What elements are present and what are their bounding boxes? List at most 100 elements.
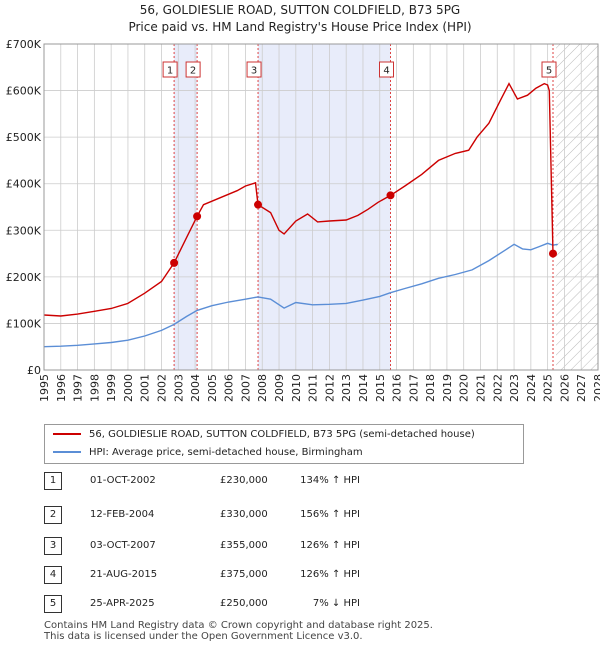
x-tick-label: 2008 <box>256 374 269 402</box>
sale-label-box <box>246 61 262 78</box>
x-tick-label: 2004 <box>189 374 202 402</box>
x-tick-label: 2009 <box>273 374 286 402</box>
legend-item-hpi: HPI: Average price, semi-detached house,… <box>53 444 363 462</box>
sale-point <box>386 191 395 200</box>
sale-price: £230,000 <box>220 475 268 486</box>
y-tick-label: £400K <box>6 178 42 191</box>
y-tick-label: £200K <box>6 271 42 284</box>
sale-price: £375,000 <box>220 569 268 580</box>
y-tick-label: £0 <box>27 364 41 377</box>
sale-hpi-change: 7% ↓ HPI <box>312 598 360 609</box>
footer-licence: This data is licensed under the Open Gov… <box>44 631 363 642</box>
chart-title: 56, GOLDIESLIE ROAD, SUTTON COLDFIELD, B… <box>0 2 600 36</box>
sale-number-badge: 1 <box>44 472 62 490</box>
sale-date: 03-OCT-2007 <box>90 540 156 551</box>
sale-label: 1 <box>167 66 173 77</box>
table-row: 5 25-APR-2025 £250,000 7% ↓ HPI <box>44 595 564 613</box>
table-row: 3 03-OCT-2007 £355,000 126% ↑ HPI <box>44 537 564 555</box>
sale-number-badge: 2 <box>44 506 62 524</box>
y-tick-label: £600K <box>6 85 42 98</box>
x-tick-label: 2003 <box>172 374 185 402</box>
sale-number-badge: 4 <box>44 566 62 584</box>
shaded-band <box>258 44 391 370</box>
plot-frame <box>43 43 599 371</box>
x-tick-label: 1995 <box>38 374 51 402</box>
x-tick-label: 2017 <box>407 374 420 402</box>
sale-number-badge: 3 <box>44 537 62 555</box>
hpi-line <box>44 242 558 348</box>
sale-label-box <box>379 61 395 78</box>
legend-label-hpi: HPI: Average price, semi-detached house,… <box>89 447 363 458</box>
x-tick-label: 2024 <box>525 374 538 402</box>
x-tick-label: 2028 <box>592 374 600 402</box>
sale-hpi-change: 134% ↑ HPI <box>300 475 360 486</box>
footer: Contains HM Land Registry data © Crown c… <box>44 620 433 642</box>
x-tick-label: 1997 <box>72 374 85 402</box>
x-tick-label: 2019 <box>441 374 454 402</box>
y-tick-label: £300K <box>6 224 42 237</box>
sale-label: 4 <box>383 66 389 77</box>
sale-point <box>193 212 202 221</box>
x-tick-label: 2010 <box>290 374 303 402</box>
sale-label: 3 <box>251 66 257 77</box>
sale-price: £355,000 <box>220 540 268 551</box>
footer-copyright: Contains HM Land Registry data © Crown c… <box>44 620 433 631</box>
y-tick-label: £100K <box>6 317 42 330</box>
x-tick-label: 2002 <box>156 374 169 402</box>
x-tick-label: 2006 <box>223 374 236 402</box>
legend-swatch-property <box>53 433 81 435</box>
sale-date: 21-AUG-2015 <box>90 569 158 580</box>
x-tick-label: 1998 <box>88 374 101 402</box>
y-tick-label: £500K <box>6 131 42 144</box>
x-tick-label: 1996 <box>55 374 68 402</box>
legend-swatch-hpi <box>53 451 81 453</box>
x-tick-label: 2026 <box>558 374 571 402</box>
sale-price: £250,000 <box>220 598 268 609</box>
legend-item-property: 56, GOLDIESLIE ROAD, SUTTON COLDFIELD, B… <box>53 426 475 444</box>
sale-label: 2 <box>190 66 196 77</box>
sale-label-box <box>162 61 178 78</box>
table-row: 2 12-FEB-2004 £330,000 156% ↑ HPI <box>44 506 564 524</box>
sale-date: 25-APR-2025 <box>90 598 155 609</box>
sale-number-badge: 5 <box>44 595 62 613</box>
sale-label-box <box>541 61 557 78</box>
legend-label-property: 56, GOLDIESLIE ROAD, SUTTON COLDFIELD, B… <box>89 429 475 440</box>
sale-hpi-change: 126% ↑ HPI <box>300 540 360 551</box>
sale-hpi-change: 126% ↑ HPI <box>300 569 360 580</box>
y-tick-label: £700K <box>6 38 42 51</box>
sale-point <box>254 200 263 209</box>
sale-point <box>170 258 179 267</box>
x-tick-label: 2000 <box>122 374 135 402</box>
sale-hpi-change: 156% ↑ HPI <box>300 509 360 520</box>
x-tick-label: 2016 <box>391 374 404 402</box>
shaded-band <box>174 44 198 370</box>
sale-label: 5 <box>546 66 552 77</box>
sale-price: £330,000 <box>220 509 268 520</box>
title-line-1: 56, GOLDIESLIE ROAD, SUTTON COLDFIELD, B… <box>139 3 461 17</box>
forecast-hatch <box>556 44 598 370</box>
x-tick-label: 2027 <box>575 374 588 402</box>
x-tick-label: 2025 <box>542 374 555 402</box>
title-line-2: Price paid vs. HM Land Registry's House … <box>128 20 472 34</box>
x-tick-label: 2011 <box>307 374 320 402</box>
table-row: 1 01-OCT-2002 £230,000 134% ↑ HPI <box>44 472 564 490</box>
sale-label-box <box>185 61 201 78</box>
sale-point <box>549 249 558 258</box>
x-tick-label: 2007 <box>239 374 252 402</box>
x-tick-label: 2001 <box>139 374 152 402</box>
x-tick-label: 2018 <box>424 374 437 402</box>
x-tick-label: 2005 <box>206 374 219 402</box>
x-tick-label: 2012 <box>323 374 336 402</box>
table-row: 4 21-AUG-2015 £375,000 126% ↑ HPI <box>44 566 564 584</box>
x-tick-label: 2013 <box>340 374 353 402</box>
property-price-line <box>44 82 554 317</box>
x-tick-label: 2014 <box>357 374 370 402</box>
x-tick-label: 2020 <box>458 374 471 402</box>
price-chart: 1 2 3 4 5 £0 £100K £200K £300K £400K £500K £600K £70… <box>6 38 600 402</box>
legend: 56, GOLDIESLIE ROAD, SUTTON COLDFIELD, B… <box>44 424 524 464</box>
x-tick-label: 2021 <box>474 374 487 402</box>
x-tick-label: 2022 <box>491 374 504 402</box>
sale-date: 01-OCT-2002 <box>90 475 156 486</box>
x-tick-label: 2015 <box>374 374 387 402</box>
x-tick-label: 2023 <box>508 374 521 402</box>
